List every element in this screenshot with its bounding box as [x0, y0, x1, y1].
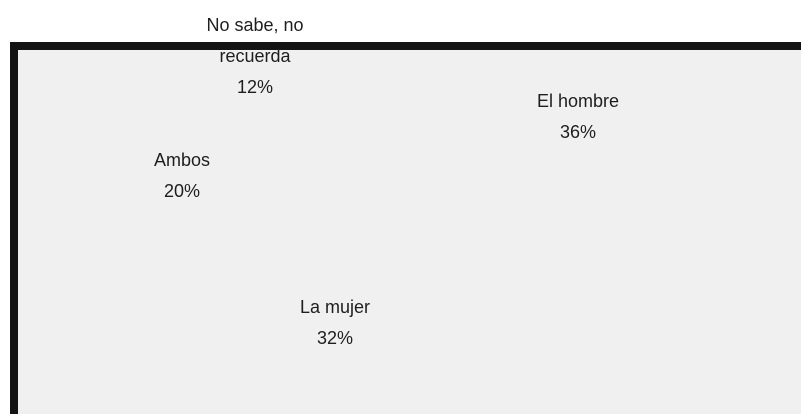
data-label: Ambos 20% [107, 145, 257, 207]
value-label: 32% [316, 328, 354, 348]
category-label: No sabe, no recuerda [206, 15, 304, 66]
data-label: El hombre 36% [503, 86, 653, 148]
category-label: El hombre [536, 91, 620, 111]
pie-slice [230, 118, 390, 304]
pie-slice [280, 75, 390, 235]
value-label: 12% [236, 77, 274, 97]
pie-slice [390, 75, 550, 337]
value-label: 36% [559, 122, 597, 142]
value-label: 20% [163, 181, 201, 201]
category-label: Ambos [153, 150, 211, 170]
data-label: La mujer 32% [260, 292, 410, 354]
category-label: La mujer [299, 297, 371, 317]
pie-slice [245, 235, 514, 395]
data-label: No sabe, no recuerda 12% [180, 10, 330, 103]
